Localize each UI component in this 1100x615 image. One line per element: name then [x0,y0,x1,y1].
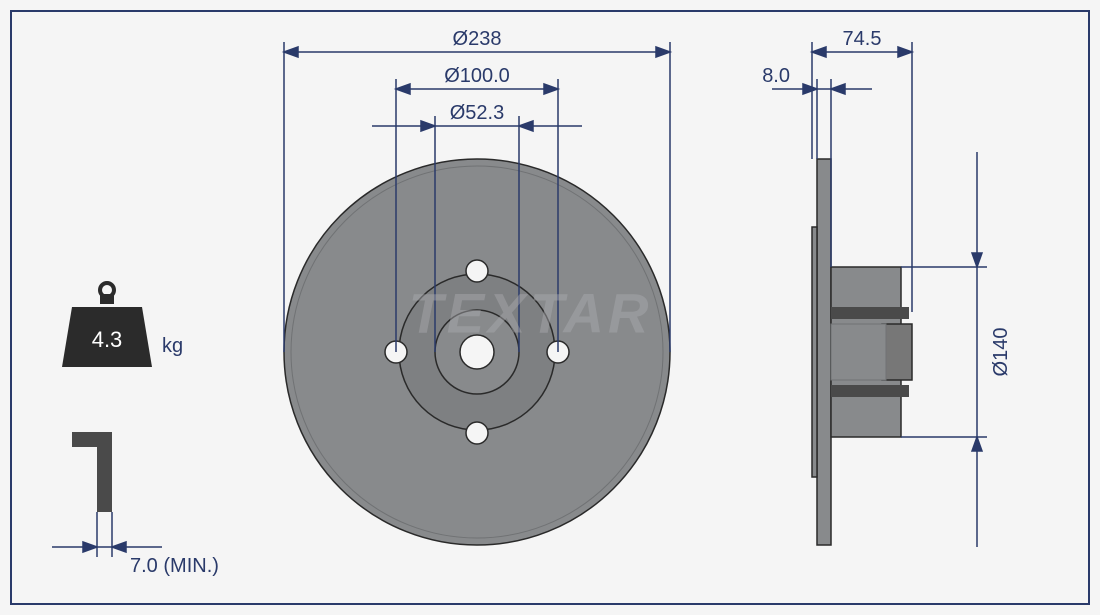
outer-diameter-label: Ø238 [453,28,502,50]
disc-thickness-label: 8.0 [762,65,790,87]
overall-width-label: 74.5 [843,28,882,50]
diagram-frame: TEXTAR Ø238 [10,10,1090,605]
weight-unit: kg [162,335,183,357]
bore-label: Ø52.3 [450,102,504,124]
hub-inner [831,324,886,380]
hub-ring [831,307,909,319]
min-thickness-icon: 7.0 (MIN.) [52,432,219,577]
hub-ring [831,385,909,397]
weight-icon: 4.3 kg [62,283,183,367]
bolt-hole [466,422,488,444]
pcd-label: Ø100.0 [444,65,510,87]
weight-value: 4.3 [92,327,123,352]
front-view: Ø238 Ø100.0 Ø52.3 [284,28,670,545]
flange-step [812,227,817,477]
bolt-hole [466,260,488,282]
center-hole [460,335,494,369]
hub-height-label: Ø140 [990,328,1012,377]
disc-plate [817,159,831,545]
diagram-canvas: Ø238 Ø100.0 Ø52.3 [12,12,1088,603]
dim-hub-height [901,152,987,547]
side-view: 74.5 8.0 Ø140 [762,28,1012,547]
min-thickness-value: 7.0 (MIN.) [130,555,219,577]
